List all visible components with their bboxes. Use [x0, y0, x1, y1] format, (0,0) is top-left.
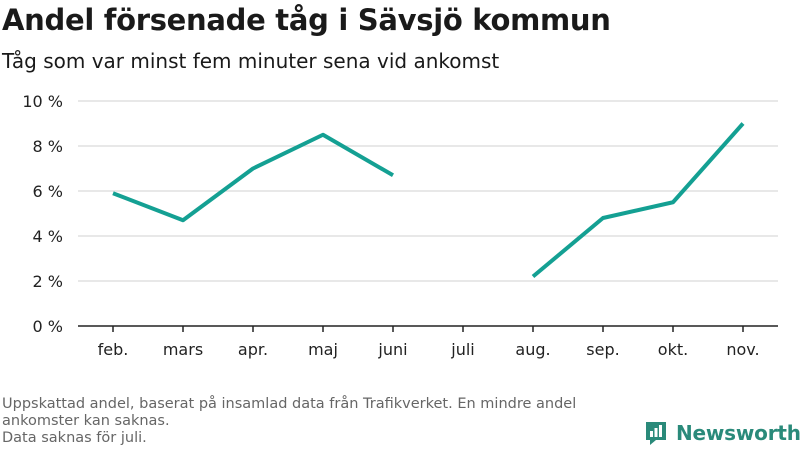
chart-subtitle: Tåg som var minst fem minuter sena vid a…	[2, 49, 500, 73]
y-tick-label: 6 %	[33, 182, 63, 201]
series-lines	[112, 122, 745, 279]
series-line-segment	[112, 132, 395, 223]
x-tick-label: apr.	[238, 340, 268, 359]
x-tick-label: maj	[308, 340, 338, 359]
x-tick-label: feb.	[98, 340, 129, 359]
footnote: Uppskattad andel, baserat på insamlad da…	[2, 396, 632, 447]
y-axis-ticks: 0 % 2 % 4 % 6 % 8 % 10 %	[22, 92, 63, 336]
x-tick-label: aug.	[515, 340, 550, 359]
footnote-source: Uppskattad andel, baserat på insamlad da…	[2, 396, 577, 429]
y-tick-label: 4 %	[33, 227, 63, 246]
chart-title: Andel försenade tåg i Sävsjö kommun	[2, 3, 611, 37]
x-tick-label: sep.	[586, 340, 619, 359]
x-tick-label: juni	[377, 340, 407, 359]
y-tick-label: 0 %	[33, 317, 63, 336]
y-tick-label: 10 %	[22, 92, 63, 111]
x-tick-label: nov.	[726, 340, 759, 359]
x-tick-label: juli	[450, 340, 474, 359]
gridlines	[78, 100, 778, 282]
x-axis: feb. mars apr. maj juni juli aug. sep. okt. nov.	[78, 325, 778, 359]
y-tick-label: 8 %	[33, 137, 63, 156]
brand-logo: Newsworthy	[644, 420, 800, 446]
y-tick-label: 2 %	[33, 272, 63, 291]
x-tick-label: mars	[163, 340, 203, 359]
series-line-segment	[531, 122, 745, 279]
footnote-missing-data: Data saknas för juli.	[2, 430, 147, 446]
x-tick-label: okt.	[658, 340, 688, 359]
newsworthy-logo-icon	[646, 422, 666, 445]
brand-name: Newsworthy	[676, 421, 800, 445]
